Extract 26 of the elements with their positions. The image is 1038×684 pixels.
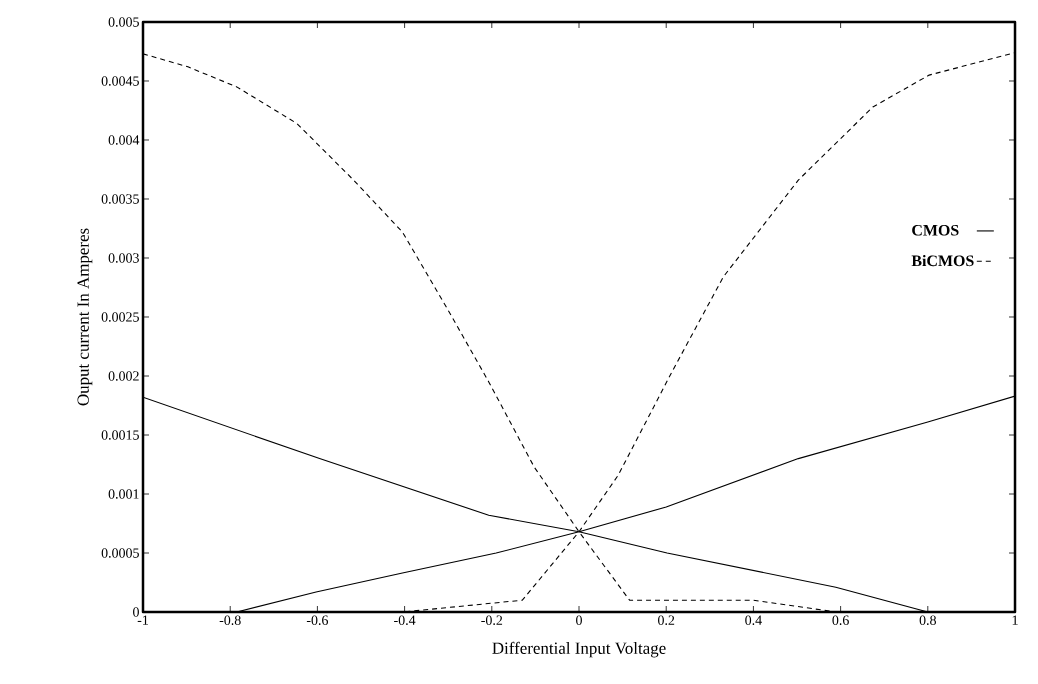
- x-axis-title: Differential Input Voltage: [492, 641, 666, 658]
- x-tick-label: -0.6: [306, 615, 329, 625]
- y-tick-label: 0.002: [108, 371, 139, 381]
- x-tick-label: 0.2: [658, 615, 675, 625]
- x-tick-label: 0.6: [832, 615, 849, 625]
- legend-label: CMOS: [912, 224, 959, 236]
- x-tick-label: -0.8: [219, 615, 241, 625]
- y-tick-label: 0.0035: [101, 194, 139, 204]
- y-tick-label: 0.0005: [101, 548, 139, 558]
- y-tick-label: 0.003: [108, 253, 139, 263]
- x-tick-label: 0.8: [919, 615, 936, 625]
- x-tick-label: 0.4: [745, 615, 762, 625]
- legend-label: BiCMOS: [911, 254, 974, 267]
- x-tick-label: -1: [137, 615, 148, 625]
- x-tick-label: 0: [576, 615, 582, 625]
- y-tick-label: 0.004: [108, 135, 140, 145]
- x-tick-label: -0.2: [481, 615, 503, 625]
- y-tick-label: 0.0015: [101, 430, 139, 440]
- y-tick-label: 0.005: [108, 17, 139, 27]
- y-axis-title: Ouput current In Amperes: [77, 228, 93, 406]
- x-tick-label: 1: [1012, 615, 1018, 625]
- y-tick-label: 0: [133, 607, 139, 617]
- y-tick-label: 0.0025: [101, 312, 139, 322]
- y-tick-label: 0.001: [108, 489, 139, 499]
- x-tick-label: -0.4: [394, 615, 416, 625]
- y-tick-label: 0.0045: [101, 76, 139, 86]
